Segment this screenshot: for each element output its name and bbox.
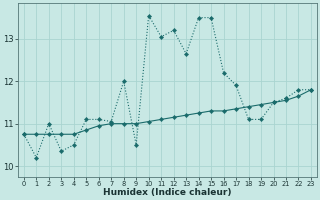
X-axis label: Humidex (Indice chaleur): Humidex (Indice chaleur)	[103, 188, 232, 197]
